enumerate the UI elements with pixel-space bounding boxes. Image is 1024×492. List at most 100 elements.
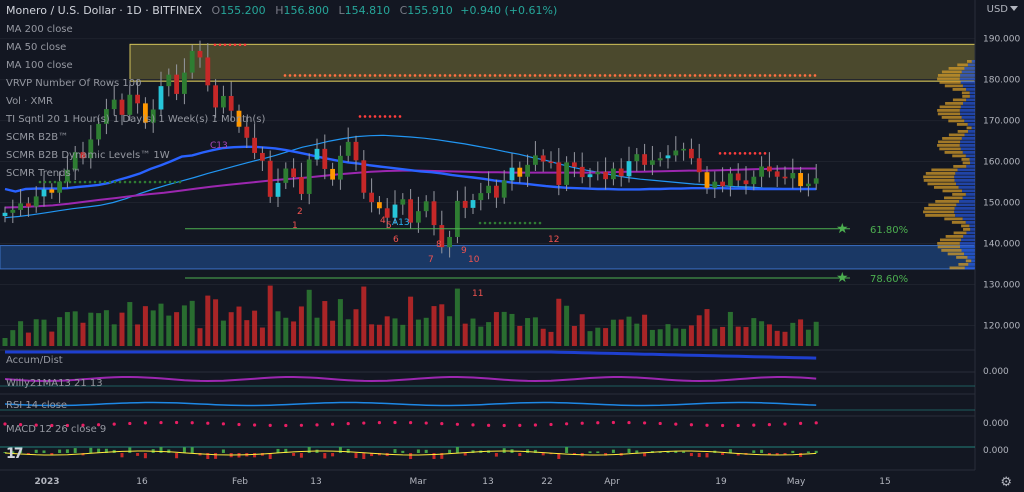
indicator-vrvp[interactable]: VRVP Number Of Rows 100 bbox=[6, 78, 142, 89]
macd-dot bbox=[627, 420, 631, 425]
volume-bar bbox=[564, 305, 570, 346]
macd-histogram-bar bbox=[432, 453, 436, 459]
candle-body bbox=[174, 74, 179, 94]
macd-dot bbox=[487, 423, 491, 427]
pane-macd-title[interactable]: MACD 12 26 close 9 bbox=[6, 424, 107, 435]
trend-dot bbox=[173, 180, 177, 184]
volume-bar bbox=[766, 324, 772, 346]
volume-bar bbox=[127, 302, 133, 346]
pane-rsi-title[interactable]: RSI 14 close bbox=[6, 400, 68, 411]
currency-selector[interactable]: USD bbox=[986, 4, 1008, 15]
trend-dot bbox=[508, 221, 512, 225]
volume-profile-bar bbox=[937, 109, 960, 112]
trend-dot bbox=[588, 74, 592, 77]
indicator-ma50[interactable]: MA 50 close bbox=[6, 42, 67, 53]
indicator-ma200[interactable]: MA 200 close bbox=[6, 24, 73, 35]
volume-bar bbox=[571, 325, 577, 346]
volume-bar bbox=[10, 330, 16, 346]
candle-body bbox=[291, 168, 296, 178]
low-value: 154.810 bbox=[344, 4, 391, 17]
trend-dot bbox=[678, 74, 682, 77]
volume-profile-bar bbox=[968, 263, 975, 266]
volume-profile-bar bbox=[939, 238, 961, 242]
volume-profile-bar bbox=[937, 74, 961, 77]
volume-profile-bar bbox=[963, 102, 975, 105]
macd-histogram-bar bbox=[424, 449, 428, 453]
trend-dot bbox=[83, 180, 87, 184]
trend-dot bbox=[658, 74, 662, 77]
volume-profile-bar bbox=[962, 95, 970, 98]
volume-bar bbox=[493, 312, 499, 346]
candle-body bbox=[564, 162, 569, 185]
indicator-scmr-trends[interactable]: SCMR Trends™ bbox=[6, 168, 81, 179]
candle-body bbox=[735, 173, 741, 181]
trend-dot bbox=[218, 43, 222, 47]
trend-dot bbox=[148, 180, 152, 184]
trend-dot bbox=[758, 74, 762, 77]
indicator-volume[interactable]: Vol · XMR bbox=[6, 96, 53, 107]
trend-dot bbox=[288, 74, 292, 77]
macd-dot bbox=[689, 423, 694, 427]
pane-willy-title[interactable]: Willy21MA13 21 13 bbox=[6, 378, 103, 389]
fib-level-label: 61.80% bbox=[870, 225, 908, 236]
symbol-title[interactable]: Monero / U.S. Dollar · 1D · BITFINEX bbox=[6, 4, 203, 17]
open-label: O bbox=[211, 4, 221, 17]
volume-profile-bar bbox=[971, 60, 975, 63]
trend-dot bbox=[323, 74, 327, 77]
macd-dot bbox=[50, 423, 54, 428]
volume-profile-bar bbox=[967, 63, 975, 67]
trend-dot bbox=[303, 74, 307, 77]
macd-histogram-bar bbox=[323, 453, 327, 459]
macd-dot bbox=[643, 421, 647, 425]
candle-body bbox=[712, 181, 718, 188]
volume-bar bbox=[267, 285, 273, 346]
volume-bar bbox=[634, 323, 640, 346]
chevron-down-icon[interactable] bbox=[1010, 6, 1018, 11]
macd-dot bbox=[81, 423, 85, 427]
volume-bar bbox=[275, 311, 281, 346]
volume-profile-bar bbox=[960, 105, 975, 109]
volume-bar bbox=[369, 324, 375, 346]
macd-dot bbox=[377, 421, 381, 425]
macd-histogram-bar bbox=[104, 448, 108, 453]
volume-profile-bar bbox=[959, 109, 975, 112]
volume-bar bbox=[330, 320, 336, 346]
volume-profile-bar bbox=[923, 175, 955, 179]
low-label: L bbox=[338, 4, 345, 17]
volume-profile-bar bbox=[952, 154, 966, 158]
pane-accum-dist-title[interactable]: Accum/Dist bbox=[6, 355, 63, 366]
volume-bar bbox=[384, 316, 390, 346]
trend-dot bbox=[693, 74, 697, 77]
macd-dot bbox=[783, 422, 787, 426]
indicator-ma100[interactable]: MA 100 close bbox=[6, 60, 73, 71]
trend-dot bbox=[153, 180, 157, 184]
volume-bar bbox=[649, 329, 655, 346]
trend-dot bbox=[68, 180, 72, 184]
macd-dot bbox=[767, 423, 772, 427]
volume-bar bbox=[353, 309, 359, 346]
macd-dot bbox=[268, 423, 272, 427]
price-tick-label: 160.000 bbox=[983, 158, 1020, 168]
trend-dot bbox=[333, 74, 337, 77]
volume-bar bbox=[681, 328, 687, 346]
candle-body bbox=[634, 154, 640, 162]
macd-histogram-bar bbox=[689, 453, 693, 457]
indicator-scmr-b2b-dynamic[interactable]: SCMR B2B Dynamic Levels™ 1W bbox=[6, 150, 170, 161]
volume-profile-bar bbox=[959, 144, 975, 147]
macd-histogram-bar bbox=[775, 453, 779, 456]
trend-dot bbox=[728, 74, 732, 77]
trend-dot bbox=[88, 180, 92, 184]
candle-body bbox=[704, 172, 710, 188]
candle-body bbox=[72, 152, 78, 170]
volume-profile-bar bbox=[957, 63, 968, 67]
indicator-scmr-b2b[interactable]: SCMR B2B™ bbox=[6, 132, 69, 143]
candle-body bbox=[158, 86, 164, 110]
trend-dot bbox=[133, 180, 137, 184]
gear-icon[interactable]: ⚙ bbox=[1000, 475, 1012, 490]
macd-histogram-bar bbox=[120, 453, 124, 458]
trend-dot bbox=[688, 74, 692, 77]
indicator-ti-sqntl[interactable]: TI Sqntl 20 1 Hour(s) 1 Day(s) 1 Week(s)… bbox=[6, 114, 266, 125]
volume-bar bbox=[556, 298, 562, 346]
volume-profile-bar bbox=[960, 147, 975, 151]
